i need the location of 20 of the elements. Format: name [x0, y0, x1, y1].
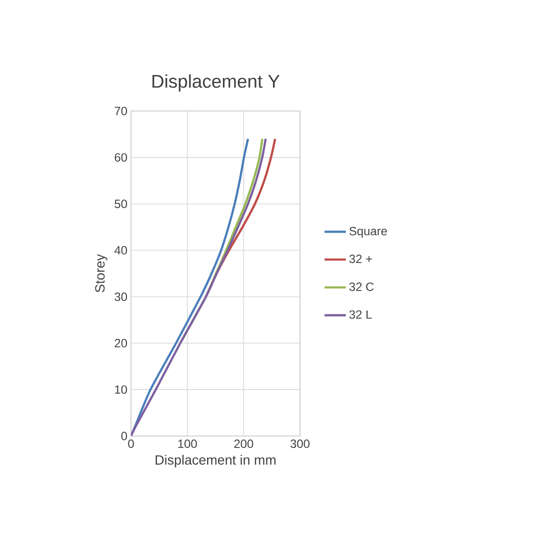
x-tick-label: 200 [234, 440, 254, 448]
y-axis-title: Storey [95, 254, 108, 292]
y-tick-label: 40 [114, 246, 128, 255]
x-tick-label: 0 [128, 440, 134, 448]
line-series [179, 138, 264, 344]
y-tick-label: 50 [114, 200, 128, 208]
y-tick-label: 10 [115, 385, 128, 394]
chart-title: Displacement Y [152, 74, 280, 92]
y-tick-label: 60 [114, 153, 128, 162]
legend-label: Square [349, 226, 387, 238]
x-tick-label: 300 [290, 440, 310, 448]
y-tick-label: 30 [114, 292, 128, 301]
x-axis-title: Displacement in mm [156, 454, 276, 468]
y-tick-label: 70 [114, 106, 128, 116]
legend-label: 32 L [349, 310, 372, 319]
y-tick-label: 20 [114, 338, 128, 348]
y-tick-label: 0 [121, 432, 128, 440]
x-tick-label: 100 [178, 440, 197, 448]
legend-label: 32 C [349, 282, 374, 291]
legend-label: 32 + [349, 254, 372, 264]
